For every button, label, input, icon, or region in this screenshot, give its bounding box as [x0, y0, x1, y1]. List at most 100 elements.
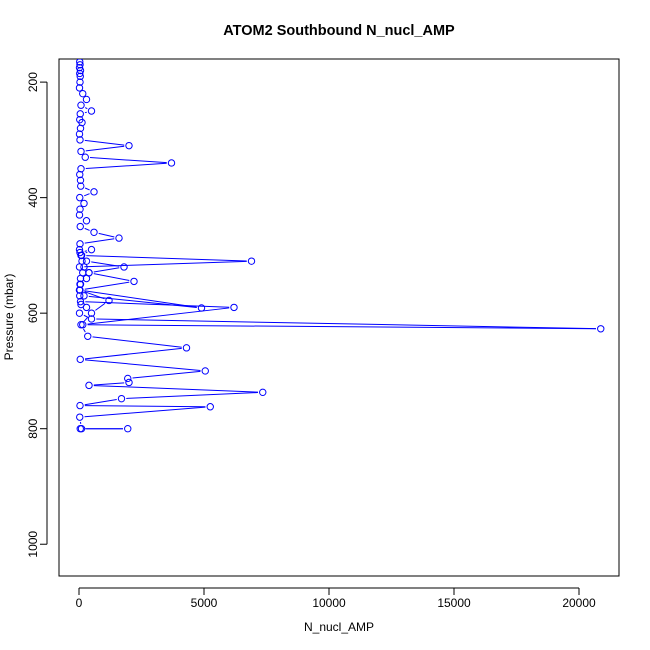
data-point — [76, 78, 84, 86]
data-point — [76, 413, 84, 421]
series-line-segment — [84, 398, 117, 406]
x-tick-label: 20000 — [562, 596, 596, 610]
y-tick-label: 600 — [26, 303, 40, 323]
data-point — [87, 309, 96, 317]
data-point — [130, 277, 138, 286]
data-point — [76, 66, 85, 75]
data-point — [124, 424, 132, 433]
data-point — [76, 355, 84, 364]
series-line-segment — [95, 302, 106, 311]
data-point — [247, 257, 256, 265]
series-line-segment — [84, 359, 201, 371]
series-line-segment — [84, 187, 90, 191]
series-line-segment — [83, 314, 88, 318]
data-point — [76, 240, 84, 248]
plot-frame — [58, 58, 620, 577]
data-point — [80, 292, 88, 300]
data-point — [76, 124, 85, 133]
series-line-segment — [93, 382, 125, 386]
series-line-segment — [83, 316, 89, 322]
series-line-segment — [88, 295, 197, 308]
data-point — [82, 217, 91, 225]
data-point — [77, 251, 86, 260]
data-point — [76, 176, 85, 185]
data-point — [85, 269, 93, 277]
data-point — [76, 401, 84, 410]
series-line-segment — [93, 273, 130, 281]
series-layer — [75, 59, 605, 433]
data-point — [182, 344, 191, 352]
data-point — [167, 159, 176, 167]
data-point — [125, 141, 133, 150]
axis-layer: 0 5000 10000 15000 20000 200 400 600 800 1000 — [26, 72, 596, 610]
data-point — [206, 403, 214, 411]
x-tick-label: 10000 — [312, 596, 346, 610]
series-line-segment — [93, 385, 258, 393]
data-point — [76, 222, 84, 231]
series-line-segment — [86, 255, 247, 262]
data-point — [90, 228, 98, 236]
data-point — [90, 188, 98, 196]
series-line-segment — [84, 291, 105, 300]
series-line-segment — [92, 336, 182, 348]
data-point — [105, 296, 113, 305]
data-point — [201, 367, 209, 375]
series-group — [75, 59, 605, 433]
data-point — [120, 263, 128, 271]
data-point — [597, 325, 605, 333]
data-point — [117, 394, 126, 403]
data-point — [77, 321, 85, 329]
data-point — [76, 59, 84, 66]
data-point — [77, 101, 85, 109]
y-tick-label: 400 — [26, 187, 40, 207]
series-line-segment — [84, 250, 87, 252]
series-line-segment — [84, 107, 88, 110]
data-point — [80, 199, 88, 208]
data-point — [79, 89, 87, 98]
y-tick-label: 1000 — [26, 531, 40, 558]
data-point — [77, 182, 85, 190]
data-point — [115, 234, 123, 242]
data-point — [75, 130, 84, 138]
y-tick-label: 200 — [26, 72, 40, 92]
y-tick-label: 800 — [26, 418, 40, 438]
series-line-segment — [91, 261, 120, 267]
series-line-segment — [84, 347, 182, 360]
series-line-segment — [84, 260, 247, 268]
series-line-segment — [132, 370, 201, 379]
series-line-segment — [84, 193, 90, 197]
series-line-segment — [82, 328, 86, 333]
series-line-segment — [85, 251, 88, 254]
data-point — [76, 280, 85, 288]
data-point — [82, 95, 91, 104]
data-point — [87, 245, 96, 254]
data-point — [76, 193, 84, 202]
series-line-segment — [90, 157, 167, 164]
data-point — [76, 297, 85, 306]
data-point — [75, 84, 84, 92]
x-axis-label: N_nucl_AMP — [304, 620, 374, 634]
x-tick-label: 5000 — [191, 596, 218, 610]
data-point — [75, 211, 84, 219]
series-line-segment — [85, 145, 125, 152]
series-line-segment — [126, 392, 258, 399]
data-point — [124, 374, 132, 383]
y-axis-label: Pressure (mbar) — [2, 274, 16, 361]
data-point — [84, 332, 92, 340]
data-point — [76, 424, 84, 433]
data-point — [82, 257, 91, 265]
series-line-segment — [87, 324, 596, 330]
series-line-segment — [87, 307, 230, 325]
series-line-segment — [84, 238, 115, 244]
data-point — [81, 153, 89, 161]
series-line-segment — [84, 405, 206, 408]
data-point — [76, 205, 84, 213]
data-point — [78, 257, 86, 265]
series-line-segment — [85, 301, 230, 308]
series-line-segment — [98, 232, 115, 238]
series-line-segment — [84, 290, 197, 308]
data-point — [87, 107, 96, 115]
data-point — [76, 292, 84, 300]
series-line-segment — [84, 139, 125, 146]
data-point — [75, 309, 84, 317]
